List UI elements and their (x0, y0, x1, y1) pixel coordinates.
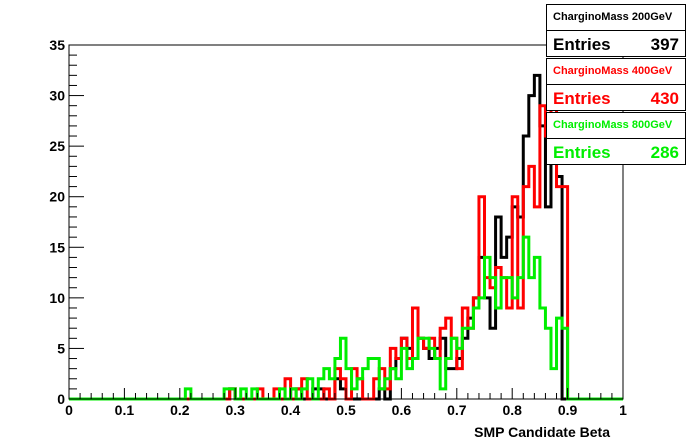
y-tick-label: 5 (57, 340, 65, 356)
stats-box-400gev: CharginoMass 400GeV Entries 430 (546, 58, 686, 111)
x-tick-label: 0.7 (447, 402, 467, 418)
x-tick-label: 0.5 (336, 402, 356, 418)
entries-label: Entries (553, 143, 611, 162)
histogram-series-layer (69, 73, 623, 401)
y-tick-label: 20 (49, 189, 65, 205)
entries-value: 430 (650, 89, 679, 108)
stats-box-entries-row: Entries 430 (547, 85, 685, 112)
entries-label: Entries (553, 35, 611, 54)
entries-label: Entries (553, 89, 611, 108)
x-tick-label: 0.1 (115, 402, 135, 418)
x-tick-label: 0.9 (558, 402, 578, 418)
entries-value: 286 (650, 143, 679, 162)
y-tick-label: 10 (49, 290, 65, 306)
y-tick-label: 25 (49, 138, 65, 154)
x-tick-label: 0.2 (170, 402, 190, 418)
stats-box-title: CharginoMass 200GeV (547, 5, 685, 31)
stats-box-title: CharginoMass 400GeV (547, 59, 685, 85)
stats-box-800gev: CharginoMass 800GeV Entries 286 (546, 112, 686, 165)
x-tick-label: 0.4 (281, 402, 301, 418)
histogram-series-2 (69, 235, 623, 401)
axis-ticks: 0 0.1 0.2 0.3 0.4 0.5 0.6 0.7 0.8 0.9 105101520253… (49, 37, 627, 418)
stats-box-200gev: CharginoMass 200GeV Entries 397 (546, 4, 686, 57)
x-tick-label: 0 (65, 402, 73, 418)
y-tick-label: 30 (49, 88, 65, 104)
entries-value: 397 (650, 35, 679, 54)
x-tick-label: 0.6 (392, 402, 412, 418)
y-tick-label: 35 (49, 37, 65, 53)
y-tick-label: 0 (57, 391, 65, 407)
stats-box-entries-row: Entries 397 (547, 31, 685, 58)
x-tick-label: 0.3 (225, 402, 245, 418)
x-tick-label: 1 (619, 402, 627, 418)
y-tick-label: 15 (49, 239, 65, 255)
stats-box-entries-row: Entries 286 (547, 139, 685, 166)
stats-box-title: CharginoMass 800GeV (547, 113, 685, 139)
x-axis-label: SMP Candidate Beta (474, 424, 610, 440)
x-tick-label: 0.8 (502, 402, 522, 418)
